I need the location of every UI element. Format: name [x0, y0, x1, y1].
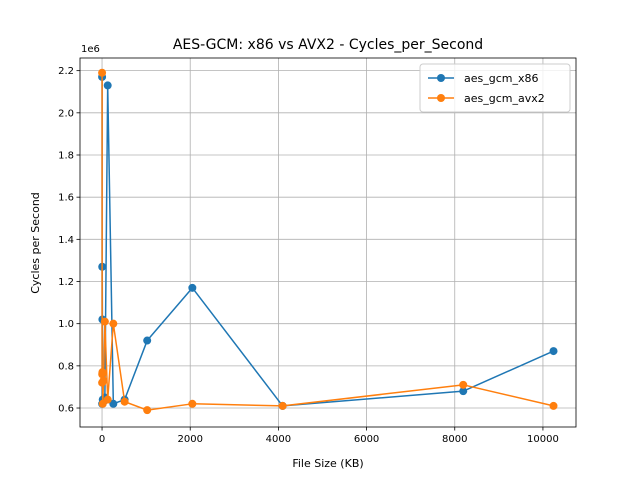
data-point-aes_gcm_x86 [549, 347, 558, 356]
x-tick-label: 0 [99, 434, 105, 445]
data-point-aes_gcm_x86 [459, 387, 468, 396]
series-layer [98, 68, 558, 415]
x-tick-label: 8000 [442, 434, 467, 445]
series-aes_gcm_avx2 [98, 68, 558, 415]
data-point-aes_gcm_avx2 [120, 397, 129, 406]
x-axis-label: File Size (KB) [292, 457, 363, 470]
data-point-aes_gcm_avx2 [109, 319, 118, 328]
data-point-aes_gcm_avx2 [143, 406, 152, 415]
data-point-aes_gcm_avx2 [278, 401, 287, 410]
legend-marker [437, 94, 445, 102]
y-tick-label: 1.2 [58, 277, 74, 288]
data-point-aes_gcm_avx2 [100, 317, 109, 326]
y-tick-label: 1.0 [58, 319, 74, 330]
legend-label: aes_gcm_avx2 [464, 92, 545, 105]
y-tick-label: 1.4 [58, 235, 74, 246]
y-tick-label: 0.6 [58, 404, 74, 415]
legend-marker [437, 74, 445, 82]
y-tick-label: 2.2 [58, 66, 74, 77]
x-axis: 0 2000 4000 6000 8000 10000 [99, 427, 559, 445]
legend-label: aes_gcm_x86 [464, 72, 539, 85]
y-tick-label: 2.0 [58, 108, 74, 119]
y-offset-label: 1e6 [81, 44, 100, 55]
chart-title: AES-GCM: x86 vs AVX2 - Cycles_per_Second [173, 37, 483, 53]
legend: aes_gcm_x86 aes_gcm_avx2 [419, 63, 571, 113]
data-point-aes_gcm_avx2 [103, 395, 112, 404]
data-point-aes_gcm_x86 [103, 81, 112, 90]
y-tick-label: 0.8 [58, 361, 74, 372]
data-point-aes_gcm_avx2 [459, 380, 468, 389]
x-tick-label: 6000 [354, 434, 379, 445]
data-point-aes_gcm_avx2 [98, 68, 107, 77]
data-point-aes_gcm_avx2 [98, 368, 107, 377]
data-point-aes_gcm_x86 [143, 336, 152, 345]
x-tick-label: 4000 [266, 434, 291, 445]
y-axis: 0.6 0.8 1.0 1.2 1.4 1.6 1.8 2.0 2.2 [58, 66, 80, 415]
data-point-aes_gcm_x86 [109, 399, 118, 408]
data-point-aes_gcm_avx2 [188, 399, 197, 408]
x-tick-label: 2000 [177, 434, 202, 445]
y-axis-label: Cycles per Second [29, 192, 42, 294]
y-tick-label: 1.6 [58, 193, 74, 204]
legend-item-aes_gcm_avx2: aes_gcm_avx2 [428, 92, 545, 105]
data-point-aes_gcm_x86 [188, 283, 197, 292]
plot-frame [79, 57, 577, 428]
legend-item-aes_gcm_x86: aes_gcm_x86 [428, 72, 539, 85]
grid [80, 58, 576, 427]
data-point-aes_gcm_avx2 [99, 376, 108, 385]
x-tick-label: 10000 [527, 434, 559, 445]
legend-box [419, 63, 571, 113]
y-tick-label: 1.8 [58, 150, 74, 161]
data-point-aes_gcm_avx2 [549, 401, 558, 410]
